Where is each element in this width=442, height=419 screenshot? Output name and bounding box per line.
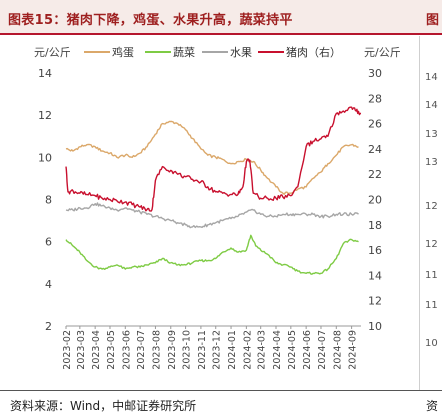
- x-tick-label: 2023-02: [62, 330, 73, 370]
- y-right-tick-label: 12: [368, 295, 382, 308]
- y-right-tick-label: 10: [368, 320, 382, 333]
- x-tick-label: 2024-02: [242, 330, 253, 370]
- y-left-tick-label: 2: [45, 320, 52, 333]
- x-tick-label: 2023-12: [212, 330, 223, 370]
- next-chart-title-fragment: 图: [426, 13, 440, 28]
- next-source-fragment: 资: [426, 399, 439, 413]
- footer-rule: [0, 390, 442, 391]
- x-tick-label: 2023-03: [76, 330, 87, 370]
- line-chart: 14 12 10 8 6 4 2 30 28 26 24 22 20 18 16 14 12 10 元/公斤 元/公斤…: [34, 45, 401, 370]
- x-tick-label: 2023-05: [106, 330, 117, 370]
- x-tick-label: 2023-10: [182, 330, 193, 370]
- y-right-tick-label: 16: [368, 244, 382, 257]
- chart-title: 图表15：猪肉下降，鸡蛋、水果升高，蔬菜持平: [8, 13, 293, 28]
- x-tick-label: 2024-09: [348, 330, 359, 370]
- legend-label: 水果: [230, 46, 252, 59]
- y-right-tick-label: 14: [368, 269, 382, 282]
- y-left-tick-label: 14: [38, 67, 52, 80]
- next-panel-tick-label: 11: [425, 300, 438, 311]
- series-line: [65, 202, 359, 229]
- x-tick-label: 2023-08: [151, 330, 162, 370]
- source-note: 资料来源：Wind，中邮证券研究所: [10, 399, 197, 413]
- y-left-tick-label: 4: [45, 278, 52, 291]
- series-line: [65, 234, 359, 275]
- x-tick-label: 2023-09: [167, 330, 178, 370]
- y-right-tick-label: 26: [368, 118, 382, 131]
- next-panel-tick-label: 14: [425, 100, 438, 111]
- next-panel-tick-label: 13: [425, 129, 438, 140]
- x-tick-label: 2024-06: [302, 330, 313, 370]
- y-left-tick-label: 6: [45, 236, 52, 249]
- x-tick-label: 2023-04: [91, 330, 102, 370]
- y-left-unit: 元/公斤: [34, 46, 71, 59]
- x-tick-label: 2024-05: [287, 330, 298, 370]
- x-tick-label: 2023-07: [136, 330, 147, 370]
- title-bar: [0, 0, 442, 34]
- next-panel-tick-label: 14: [425, 72, 438, 83]
- y-right-unit: 元/公斤: [364, 46, 401, 59]
- legend-label: 猪肉（右）: [286, 45, 341, 59]
- panel-divider: [419, 36, 420, 390]
- x-tick-label: 2024-07: [317, 330, 328, 370]
- x-tick-label: 2024-03: [257, 330, 268, 370]
- series-line: [65, 106, 362, 212]
- y-left-tick-label: 12: [38, 109, 52, 122]
- y-right-tick-label: 18: [368, 219, 382, 232]
- y-right-tick-label: 24: [368, 143, 382, 156]
- y-right-tick-label: 20: [368, 194, 382, 207]
- y-left-tick-label: 10: [38, 151, 52, 164]
- next-panel-tick-label: 11: [425, 270, 438, 281]
- x-tick-label: 2024-04: [272, 330, 283, 370]
- next-panel-tick-label: 13: [425, 157, 438, 168]
- series-line: [65, 120, 359, 195]
- next-panel-tick-label: 10: [425, 338, 438, 349]
- title-underline: [0, 33, 442, 35]
- y-right-tick-label: 22: [368, 168, 382, 181]
- next-panel-tick-label: 12: [425, 239, 438, 250]
- next-panel-tick-label: 12: [425, 201, 438, 212]
- x-tick-label: 2023-11: [197, 330, 208, 370]
- legend-label: 鸡蛋: [112, 45, 134, 59]
- y-right-tick-label: 30: [368, 67, 382, 80]
- x-tick-label: 2024-01: [227, 330, 238, 370]
- x-tick-label: 2023-06: [121, 330, 132, 370]
- legend-label: 蔬菜: [173, 46, 195, 59]
- y-left-tick-label: 8: [45, 194, 52, 207]
- y-right-tick-label: 28: [368, 92, 382, 105]
- x-tick-label: 2024-08: [332, 330, 343, 370]
